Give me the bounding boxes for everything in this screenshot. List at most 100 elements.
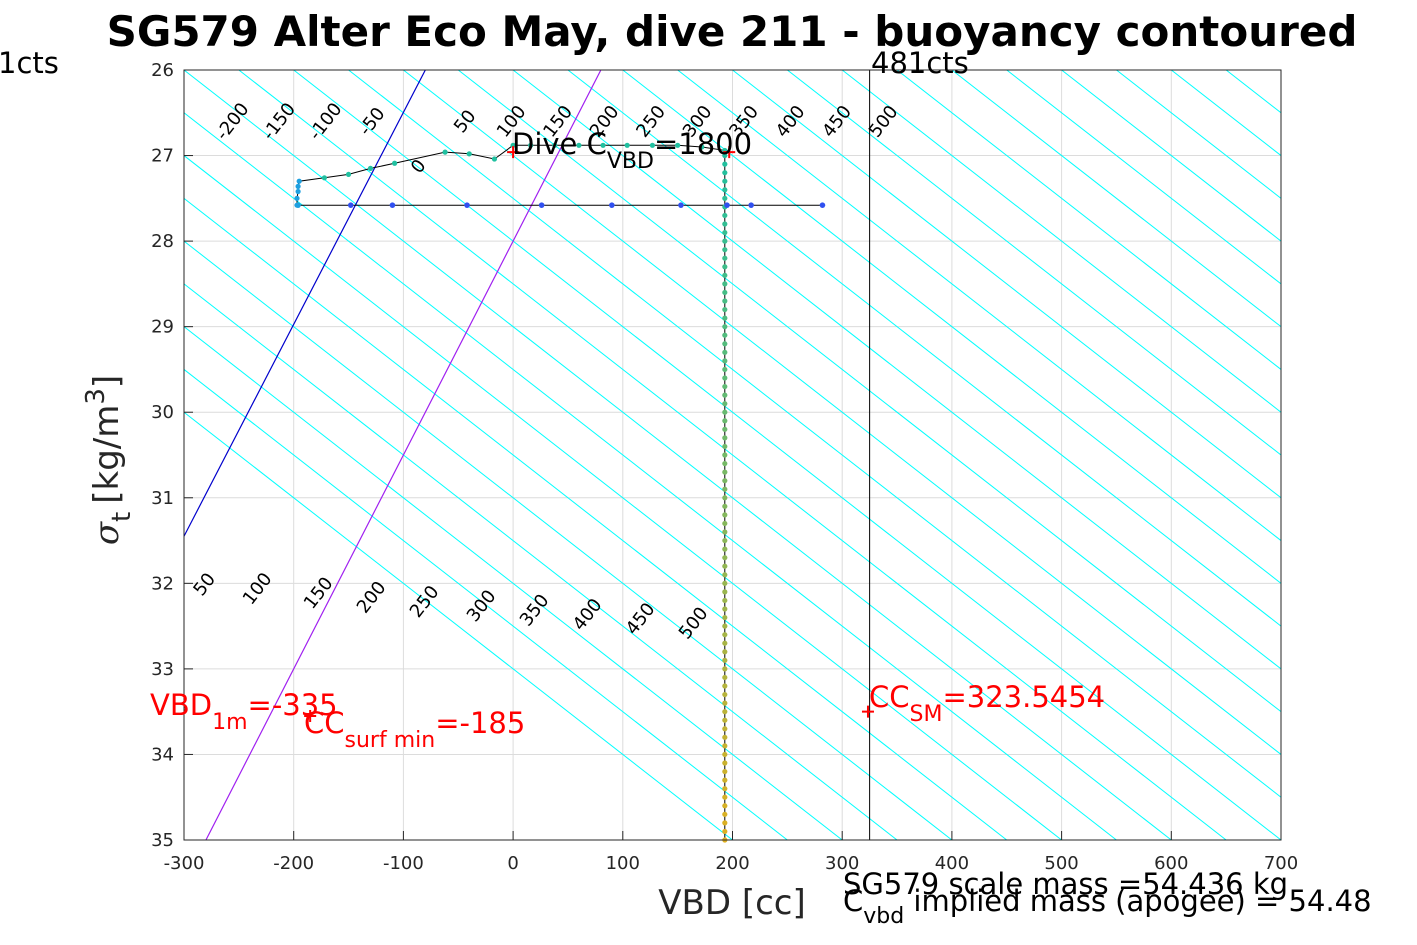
cc-surf-label: CC: [304, 706, 345, 740]
descent-point: [722, 520, 728, 527]
ascent-point: [724, 202, 730, 208]
descent-point: [722, 212, 728, 219]
ascent-point: [389, 202, 396, 208]
scale-mass-annotation: SG579 scale mass =54.436 kg: [843, 867, 1288, 901]
buoyancy-contour: [512, 70, 1281, 670]
ascent-point: [609, 202, 615, 208]
descent-point: [722, 401, 728, 407]
descent-point: [296, 178, 302, 184]
buoyancy-contour: [787, 70, 1281, 456]
y-label-sub: t: [107, 512, 137, 522]
descent-point: [600, 142, 606, 148]
descent-point: [722, 717, 728, 723]
vbd-1m-value: =-335: [248, 688, 338, 722]
descent-point: [722, 768, 728, 775]
x-tick-label: 200: [715, 853, 749, 874]
descent-point: [675, 142, 681, 148]
buoyancy-contour: [1061, 70, 1281, 242]
descent-point: [722, 751, 728, 758]
cc-sm-label: CC: [869, 680, 910, 714]
descent-point: [722, 803, 728, 809]
descent-point: [552, 142, 558, 148]
descent-point: [722, 563, 728, 569]
descent-point: [722, 178, 728, 184]
red-markers: [304, 146, 874, 722]
y-tick-label: 32: [151, 573, 174, 594]
descent-point: [722, 460, 728, 467]
descent-point: [722, 606, 728, 612]
red-plus-marker: [723, 146, 736, 159]
descent-point: [722, 623, 728, 629]
descent-point: [722, 221, 728, 227]
buoyancy-contour: [677, 70, 1281, 542]
x-tick-label: 300: [825, 853, 859, 874]
y-tick-label: 29: [151, 317, 174, 338]
descent-point: [722, 152, 728, 159]
y-axis-label: σt [kg/m3]: [81, 375, 137, 545]
ascent-point: [295, 202, 301, 208]
descent-point: [722, 537, 728, 544]
descent-point: [722, 478, 728, 484]
y-tick-label: 35: [151, 830, 174, 851]
descent-point: [576, 142, 582, 148]
dive-c-label: Dive C: [512, 127, 607, 161]
descent-point: [722, 366, 728, 373]
buoyancy-contour: [732, 70, 1281, 499]
descent-point: [722, 811, 728, 817]
ascent-point: [538, 202, 545, 208]
descent-point: [722, 828, 728, 835]
data-series: [294, 142, 826, 843]
descent-point: [722, 640, 728, 646]
descent-point: [722, 503, 728, 509]
buoyancy-contour: [184, 112, 1117, 840]
vbd-1m-sub: 1m: [212, 710, 247, 735]
descent-point: [491, 156, 498, 162]
x-tick-label: 400: [935, 853, 969, 874]
y-tick-label: 34: [151, 744, 174, 765]
dive-c-vbd-annotation: Dive CVBD=1800: [512, 127, 752, 174]
descent-point: [722, 349, 728, 355]
red-plus-marker: [861, 705, 874, 718]
descent-point: [722, 700, 728, 706]
y-tick-label: 33: [151, 659, 174, 680]
descent-point: [392, 160, 398, 166]
descent-point: [722, 392, 728, 398]
x-tick-label: 500: [1044, 853, 1078, 874]
descent-point: [722, 674, 728, 681]
descent-point: [722, 452, 728, 458]
descent-point: [722, 281, 728, 287]
surface-buoyancy-line: [205, 70, 602, 840]
ascent-point: [678, 202, 684, 208]
descent-point: [722, 409, 728, 415]
descent-point: [722, 760, 728, 766]
descent-point: [722, 777, 728, 783]
descent-point: [722, 358, 728, 364]
descent-point: [295, 183, 301, 189]
ascent-point: [464, 202, 470, 208]
buoyancy-contour: [348, 70, 1281, 798]
y-tick-label: 30: [151, 402, 174, 423]
vbd-1m-label: VBD: [150, 688, 212, 722]
y-label-symbol: σ: [87, 521, 127, 545]
x-tick-label: 100: [606, 853, 640, 874]
cc-surf-value: =-185: [435, 706, 525, 740]
descent-point: [722, 657, 728, 663]
buoyancy-contour: [622, 70, 1281, 584]
descent-point: [295, 188, 301, 195]
descent-point: [442, 149, 448, 155]
implied-c-value: implied mass (apogee) = 54.48: [904, 884, 1371, 918]
dive-c-sub: VBD: [607, 149, 654, 174]
descent-point: [722, 614, 728, 621]
buoyancy-contour: [184, 411, 733, 840]
descent-point: [722, 726, 728, 732]
descent-point: [722, 589, 728, 595]
descent-point: [722, 341, 728, 347]
x-axis-label: VBD [cc]: [658, 883, 806, 923]
descent-point: [722, 709, 728, 715]
descent-point: [722, 555, 728, 561]
descent-point: [722, 229, 728, 236]
red-plus-marker: [507, 146, 520, 159]
descent-point: [722, 247, 728, 253]
descent-point: [722, 161, 728, 167]
descent-point: [722, 794, 728, 800]
